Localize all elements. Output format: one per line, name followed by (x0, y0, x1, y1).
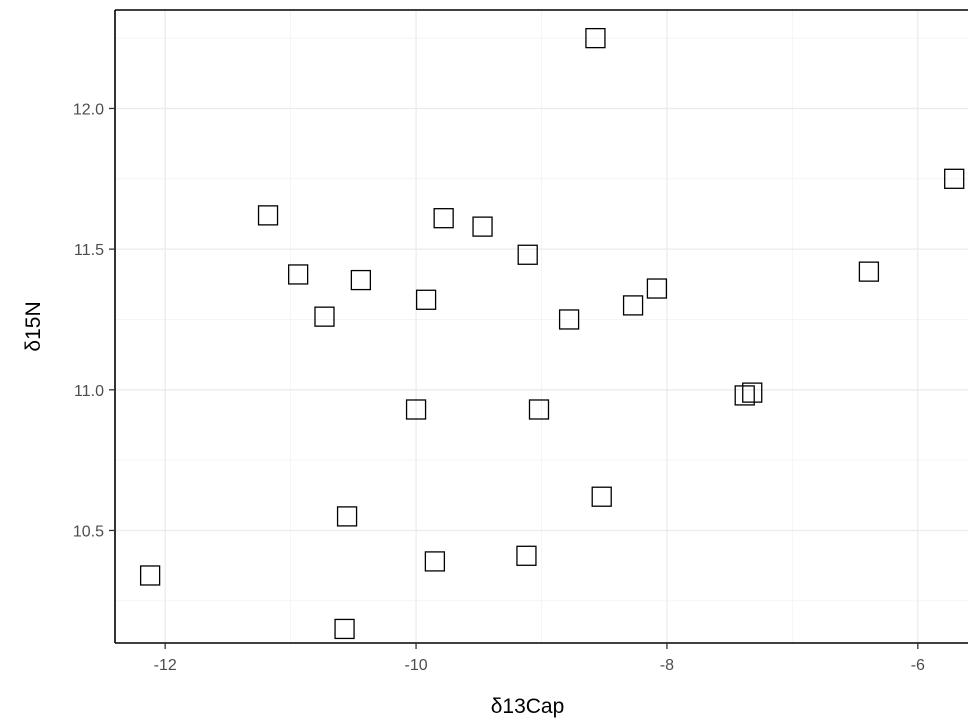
y-axis-title: δ15N (22, 301, 45, 351)
data-point (646, 278, 668, 299)
y-tick-label: 11.5 (74, 242, 104, 259)
data-point (622, 295, 644, 316)
x-axis-title: δ13Cap (491, 695, 565, 718)
data-point (415, 289, 437, 310)
x-tick-label: -10 (404, 657, 427, 674)
data-point (528, 399, 550, 420)
data-point (433, 208, 454, 229)
data-point (944, 168, 965, 189)
data-point (405, 399, 427, 420)
x-axis-ticks: -12 -10 -8 -6 (154, 643, 925, 674)
data-point (287, 264, 309, 285)
data-point (139, 565, 161, 586)
data-point (314, 306, 335, 327)
y-tick-label: 12.0 (73, 101, 104, 118)
data-points (139, 27, 965, 640)
x-tick-label: -6 (911, 657, 925, 674)
data-point (591, 486, 612, 507)
y-axis-ticks: 10.5 11.0 11.5 12.0 (73, 101, 115, 540)
data-point (336, 506, 358, 527)
data-point (334, 618, 355, 640)
data-point (585, 27, 606, 49)
grid (115, 10, 968, 643)
x-tick-label: -8 (660, 657, 674, 674)
x-tick-label: -12 (154, 657, 177, 674)
data-point (734, 385, 755, 406)
y-tick-label: 10.5 (73, 523, 104, 540)
data-point (350, 269, 372, 291)
data-point (257, 205, 279, 226)
data-point (517, 244, 538, 265)
data-point (558, 309, 580, 330)
data-point (424, 551, 446, 572)
data-point (858, 261, 880, 282)
y-tick-label: 11.0 (74, 383, 104, 400)
data-point (472, 216, 493, 237)
data-point (516, 545, 537, 566)
data-point (742, 382, 763, 403)
